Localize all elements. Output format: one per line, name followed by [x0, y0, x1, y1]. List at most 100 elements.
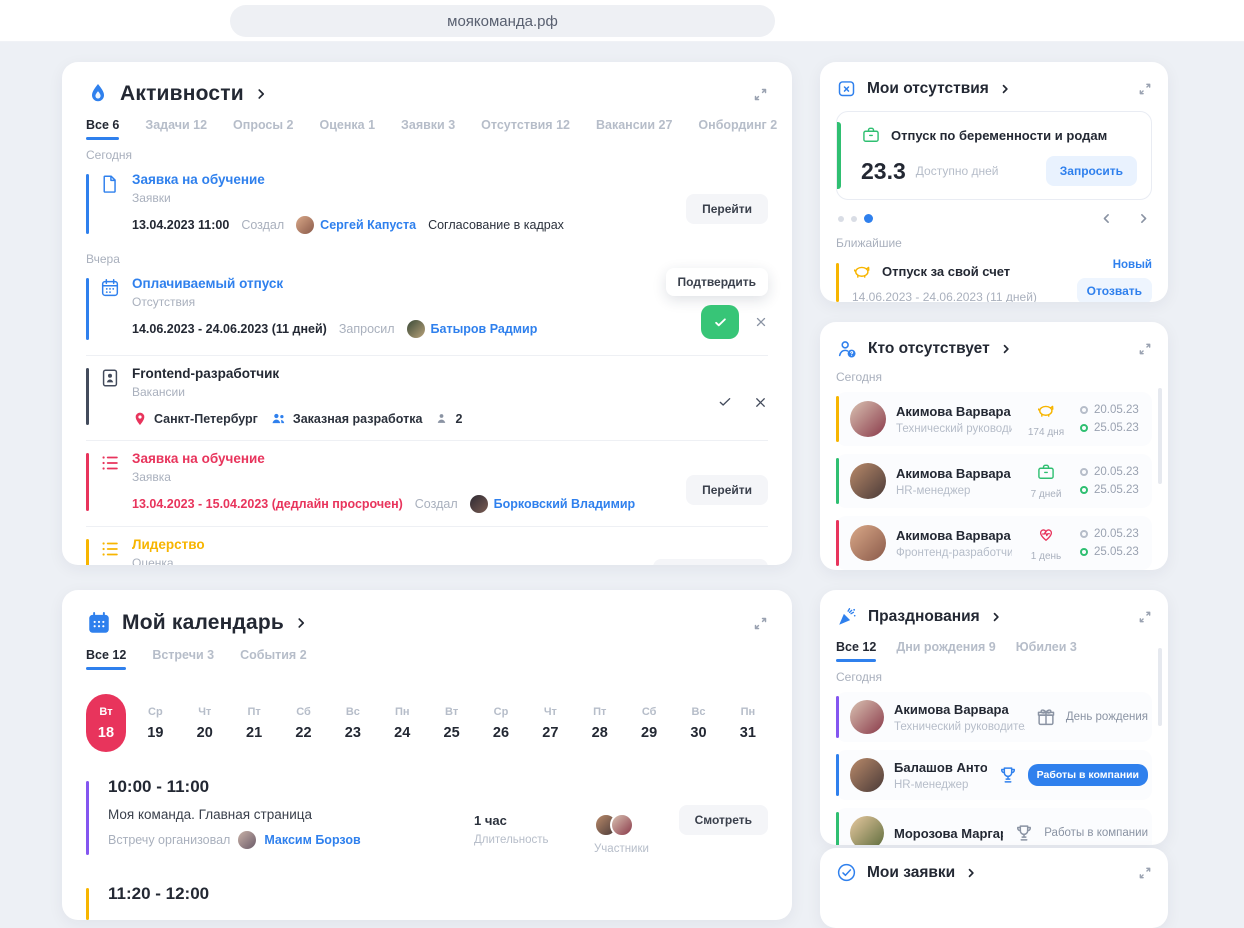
celebrations-tab[interactable]: Дни рождения 9: [896, 640, 996, 654]
day-of-week: Сб: [641, 705, 657, 718]
absence-duration: 174 дня: [1027, 427, 1065, 438]
expand-icon[interactable]: [753, 87, 768, 102]
take-survey-button[interactable]: Пройти опрос: [652, 559, 768, 565]
approve-button[interactable]: [701, 305, 739, 339]
decline-button[interactable]: [753, 395, 768, 410]
activities-tab[interactable]: Вакансии 27: [595, 118, 673, 132]
calendar-tab[interactable]: Все 12: [86, 648, 127, 670]
activity-item[interactable]: Лидерство Оценка 13.04.2023 - 15.04.2023…: [86, 537, 768, 565]
day-number: 18: [97, 724, 115, 741]
calendar-day[interactable]: Чт 20: [185, 694, 225, 752]
scrollbar[interactable]: [1158, 388, 1162, 484]
day-of-week: Вс: [345, 705, 360, 718]
calendar-event[interactable]: 11:20 - 12:00: [86, 884, 768, 920]
reject-button[interactable]: [754, 315, 768, 329]
activity-title[interactable]: Заявка на обучение: [132, 172, 265, 187]
chevron-right-icon[interactable]: [1000, 343, 1012, 355]
activity-item[interactable]: Оплачиваемый отпуск Отсутствия 14.06.202…: [86, 268, 768, 342]
calendar-day[interactable]: Ср 19: [135, 694, 175, 752]
calendar-day[interactable]: Чт 27: [530, 694, 570, 752]
address-bar[interactable]: моякоманда.рф: [230, 5, 775, 37]
celebration-row[interactable]: Акимова Варвара Технический руководитель…: [836, 692, 1152, 742]
go-button[interactable]: Перейти: [686, 194, 768, 224]
go-button[interactable]: Перейти: [686, 475, 768, 505]
chevron-right-icon[interactable]: [1137, 212, 1150, 225]
carousel-dot[interactable]: [851, 215, 857, 222]
browser-topbar: моякоманда.рф: [0, 0, 1244, 42]
list-icon: [99, 452, 121, 479]
calendar-day[interactable]: Пн 24: [382, 694, 422, 752]
request-button[interactable]: Запросить: [1045, 156, 1137, 186]
celebrations-tab[interactable]: Юбилеи 3: [1015, 640, 1077, 654]
calendar-day[interactable]: Сб 22: [284, 694, 324, 752]
who-absent-card: Кто отсутствует Сегодня Акимова Варвара …: [820, 322, 1168, 570]
calendar-tab[interactable]: События 2: [240, 648, 307, 662]
divider: [86, 440, 768, 441]
activities-tab[interactable]: Заявки 3: [401, 118, 456, 132]
scrollbar[interactable]: [1158, 648, 1162, 726]
view-button[interactable]: Смотреть: [678, 805, 768, 835]
absent-person-row[interactable]: Акимова Варвара Фронтенд-разработчик 1 д…: [836, 516, 1152, 570]
calendar-day[interactable]: Вс 23: [333, 694, 373, 752]
person-link[interactable]: Сергей Капуста: [320, 218, 417, 232]
calendar-tab[interactable]: Встречи 3: [152, 648, 215, 662]
vacancy-department: Заказная разработка: [292, 411, 423, 426]
calendar-day[interactable]: Вс 30: [679, 694, 719, 752]
activity-title[interactable]: Лидерство: [132, 537, 205, 552]
avatar: [850, 525, 886, 561]
calendar-title: Мой календарь: [122, 611, 285, 634]
activities-tab[interactable]: Отсутствия 12: [481, 118, 570, 132]
accent-bar: [836, 520, 839, 566]
activities-tab[interactable]: Оценка 1: [319, 118, 376, 132]
accept-button[interactable]: [717, 394, 733, 410]
participants-avatars[interactable]: [594, 813, 649, 837]
activity-title[interactable]: Заявка на обучение: [132, 451, 265, 466]
activities-tab[interactable]: Опросы 2: [233, 118, 294, 132]
calendar-day[interactable]: Пн 31: [728, 694, 768, 752]
carousel-dot[interactable]: [838, 215, 844, 222]
absence-item[interactable]: Отпуск за свой счет 14.06.2023 - 24.06.2…: [836, 259, 1152, 302]
expand-icon[interactable]: [1138, 610, 1152, 624]
revoke-button[interactable]: Отозвать: [1076, 278, 1152, 302]
celebrations-title: Празднования: [868, 608, 980, 625]
activities-tab[interactable]: Все 6: [86, 118, 120, 140]
calendar-day[interactable]: Вт 18: [86, 694, 126, 752]
calendar-day[interactable]: Ср 26: [481, 694, 521, 752]
activity-item[interactable]: Заявка на обучение Заявки 13.04.2023 11:…: [86, 172, 768, 236]
chevron-right-icon[interactable]: [254, 87, 268, 101]
chevron-left-icon[interactable]: [1100, 212, 1113, 225]
day-number: 31: [739, 724, 756, 741]
expand-icon[interactable]: [1138, 82, 1152, 96]
vacancy-title[interactable]: Frontend-разработчик: [132, 366, 280, 381]
chevron-right-icon[interactable]: [965, 867, 977, 879]
calendar-day[interactable]: Пт 21: [234, 694, 274, 752]
chevron-right-icon[interactable]: [294, 616, 308, 630]
calendar-remove-icon: [836, 78, 857, 99]
calendar-day[interactable]: Вт 25: [432, 694, 472, 752]
celebration-row[interactable]: Балашов Антон HR-менеджер Работы в компа…: [836, 750, 1152, 800]
absent-person-row[interactable]: Акимова Варвара Технический руководител……: [836, 392, 1152, 446]
activities-tab[interactable]: Задачи 12: [145, 118, 208, 132]
day-number: 22: [295, 724, 312, 741]
chevron-right-icon[interactable]: [999, 83, 1011, 95]
activity-item[interactable]: Frontend-разработчик Вакансии Санкт-Пете…: [86, 366, 768, 427]
activities-tab[interactable]: Онбординг 2: [698, 118, 778, 132]
requested-label: Запросил: [338, 322, 395, 336]
celebrations-tab[interactable]: Все 12: [836, 640, 877, 662]
organizer-link[interactable]: Максим Борзов: [264, 833, 361, 847]
absent-person-row[interactable]: Акимова Варвара HR-менеджер 7 дней 20.05…: [836, 454, 1152, 508]
chevron-right-icon[interactable]: [990, 611, 1002, 623]
expand-icon[interactable]: [753, 616, 768, 631]
day-number: 27: [542, 724, 559, 741]
activity-item[interactable]: Заявка на обучение Заявка 13.04.2023 - 1…: [86, 451, 768, 513]
calendar-day[interactable]: Пт 28: [580, 694, 620, 752]
expand-icon[interactable]: [1138, 342, 1152, 356]
person-link[interactable]: Борковский Владимир: [493, 497, 636, 511]
calendar-event[interactable]: 10:00 - 11:00 Моя команда. Главная стран…: [86, 777, 768, 859]
carousel-dot-active[interactable]: [864, 214, 873, 223]
activity-title[interactable]: Оплачиваемый отпуск: [132, 276, 284, 291]
person-link[interactable]: Батыров Радмир: [430, 322, 538, 336]
celebration-row[interactable]: Морозова Маргарита Работы в компании: [836, 808, 1152, 845]
day-of-week: Вт: [99, 705, 113, 718]
calendar-day[interactable]: Сб 29: [629, 694, 669, 752]
